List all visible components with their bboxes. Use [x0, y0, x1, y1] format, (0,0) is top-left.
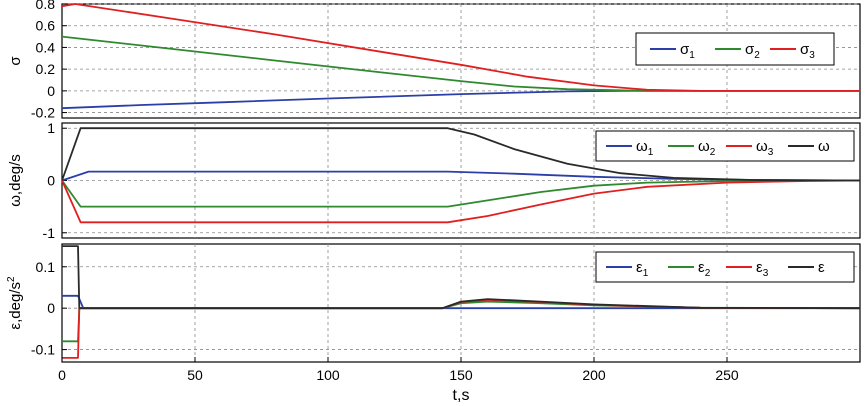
y-tick-label: -1	[43, 225, 56, 241]
legend-box	[595, 130, 855, 162]
series-line-ε	[62, 245, 861, 310]
legend-box	[595, 251, 855, 283]
series-line-ω	[61, 127, 861, 182]
legend-entry-subscript: 2	[754, 50, 760, 61]
x-tick-label: 50	[187, 367, 203, 383]
y-tick-label: 0.8	[36, 0, 56, 12]
y-tick-label: 1	[47, 120, 55, 136]
y-tick-label: -0.2	[31, 105, 55, 121]
series-line-σ2	[61, 35, 860, 92]
x-tick-label: 150	[449, 367, 473, 383]
y-tick-label: 0	[47, 173, 55, 189]
panel-1: 0.8 0.6 0.4 0.2 0 -0.2 σ σ1 σ2 σ3	[7, 0, 861, 121]
legend-entry-subscript: 3	[768, 147, 774, 158]
y-tick-label: 0	[47, 83, 55, 99]
series-line-ω3	[61, 179, 861, 224]
y-tick-label: 0.1	[36, 259, 56, 275]
x-tick-label: 200	[582, 367, 606, 383]
legend-entry-subscript: 2	[710, 147, 716, 158]
legend-entry-subscript: 1	[689, 50, 695, 61]
legend-entry-subscript: 1	[648, 147, 654, 158]
legend-entry-subscript: 3	[763, 268, 769, 279]
y-tick-label: 0.2	[36, 61, 56, 77]
legend-entry-subscript: 2	[705, 268, 711, 279]
y-axis-label: σ	[7, 56, 24, 66]
y-tick-label: -0.1	[31, 342, 55, 358]
x-axis-label: t,s	[453, 387, 470, 404]
legend: ε1 ε2 ε3 ε	[595, 251, 855, 283]
y-tick-label: 0	[47, 300, 55, 316]
y-tick-label: 0.4	[36, 39, 56, 55]
legend-entry: ω	[818, 138, 830, 155]
x-tick-label: 0	[58, 367, 66, 383]
legend-entry-subscript: 1	[643, 268, 649, 279]
legend: σ1 σ2 σ3	[635, 32, 835, 66]
legend-entry: ε	[818, 259, 825, 276]
y-axis-label-superscript: 2	[6, 276, 17, 282]
y-tick-label: 0.6	[36, 18, 56, 34]
x-tick-label: 250	[715, 367, 739, 383]
series-line-σ3	[61, 3, 860, 92]
series-line-σ1	[61, 90, 860, 110]
y-axis-label: ε,deg/s2	[6, 276, 24, 330]
y-axis-label: ω,deg/s	[7, 154, 24, 207]
legend-entry-subscript: 3	[809, 50, 815, 61]
x-tick-label: 100	[316, 367, 340, 383]
series-line-ω2	[61, 179, 861, 208]
panel-2: 10-1ω,deg/sω1 ω2 ω3 ω	[7, 120, 861, 241]
legend: ω1 ω2 ω3 ω	[595, 130, 855, 162]
